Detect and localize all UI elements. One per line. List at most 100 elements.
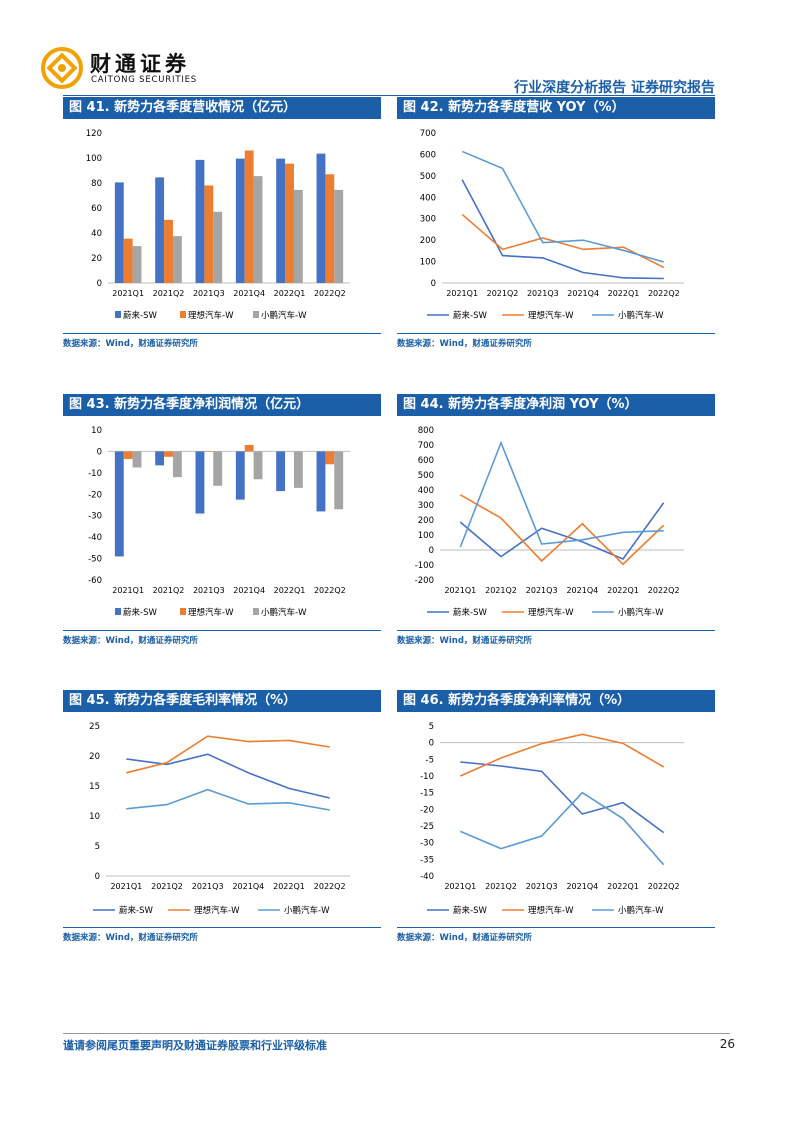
xpeng-bar [172,451,182,478]
y-tick-label: -40 [88,533,102,543]
xpeng-bar [253,176,263,283]
figure-44-title: 图 44. 新势力各季度净利润 YOY（%） [397,394,715,416]
x-tick-label: 2021Q4 [233,289,265,298]
nio-legend-label: 蔚来-SW [453,310,487,321]
figure-45-source-rule [63,927,381,928]
net-margin-line-chart: 5 0 -5 -10 -15 -20 -25 -30 -35 -40 2021Q1 2021Q2 202… [420,722,684,916]
disclaimer-link[interactable]: 谨请参阅尾页重要声明及财通证券股票和行业评级标准 [63,1039,327,1052]
x-tick-label: 2021Q1 [444,586,476,595]
y-tick-label: 600 [418,456,434,466]
x-tick-label: 2021Q4 [232,882,264,891]
report-type-label: 行业深度分析报告 证券研究报告 [514,80,715,96]
x-tick-label: 2021Q2 [153,289,185,298]
y-tick-label: -200 [415,576,434,586]
x-tick-label: 2021Q3 [192,882,224,891]
y-tick-label: -10 [420,772,434,782]
li-auto-legend-swatch [180,311,186,318]
y-tick-label: 500 [418,471,434,481]
x-tick-label: 2022Q1 [607,586,639,595]
y-tick-label: -10 [88,469,102,479]
x-tick-label: 2021Q3 [526,882,558,891]
y-tick-label: -30 [420,839,434,849]
x-tick-label: 2021Q3 [193,289,225,298]
footer-divider [63,1033,730,1034]
x-tick-label: 2022Q1 [608,289,640,298]
y-tick-label: 0 [95,872,100,882]
xpeng-legend-label: 小鹏汽车-W [618,607,664,618]
x-tick-label: 2021Q2 [485,882,517,891]
gross-margin-line-chart: 25 20 15 10 5 0 2021Q1 2021Q2 2021Q3 2021Q4 2022Q1… [89,722,350,916]
figure-41-panel: 图 41. 新势力各季度营收情况（亿元） 0 20 40 60 80 100 120 2021… [63,97,381,352]
nio-bar [235,451,245,500]
net-profit-yoy-line-chart: 800 700 600 500 400 300 200 100 0 -100 -200 2021Q1 2… [415,426,684,618]
y-tick-label: 200 [418,516,434,526]
revenue-yoy-line-chart: 0 100 200 300 400 500 600 700 2021Q1 2021Q2 2021Q3… [420,129,684,321]
nio-bar [316,451,326,512]
li-auto-legend-label: 理想汽车-W [528,310,574,321]
li-auto-bar [164,451,173,457]
xpeng-bar [213,211,223,283]
xpeng-bar [132,246,142,283]
y-tick-label: -15 [420,789,434,799]
y-tick-label: -100 [415,561,434,571]
x-tick-label: 2022Q2 [648,882,680,891]
nio-series-line [461,179,664,280]
figure-42-title: 图 42. 新势力各季度营收 YOY（%） [397,97,715,119]
nio-bar [155,451,165,466]
nio-legend-label: 蔚来-SW [123,607,157,618]
figure-42-source: 数据来源：Wind，财通证券研究所 [397,339,532,349]
xpeng-legend-label: 小鹏汽车-W [261,607,307,618]
figure-41-source: 数据来源：Wind，财通证券研究所 [63,339,198,349]
y-tick-label: -35 [420,855,434,865]
xpeng-series-line [459,440,664,548]
y-tick-label: 800 [418,426,434,436]
li-auto-legend-label: 理想汽车-W [528,607,574,618]
y-tick-label: 5 [429,722,434,732]
y-tick-label: -40 [420,872,434,882]
y-tick-label: 400 [418,486,434,496]
y-tick-label: -20 [88,490,102,500]
x-tick-label: 2021Q2 [153,586,185,595]
y-tick-label: 0 [429,739,434,749]
nio-legend-label: 蔚来-SW [123,310,157,321]
y-tick-label: -30 [88,512,102,522]
xpeng-legend-label: 小鹏汽车-W [618,905,664,916]
li-auto-bar [325,174,335,283]
x-tick-label: 2021Q2 [487,289,519,298]
x-tick-label: 2021Q1 [110,882,142,891]
y-tick-label: 0 [97,447,102,457]
figure-46-title: 图 46. 新势力各季度净利率情况（%） [397,690,715,712]
figure-43-panel: 图 43. 新势力各季度净利润情况（亿元） 10 0 -10 -20 -30 -40 -50… [63,394,381,649]
figure-46-source-rule [397,927,715,928]
x-tick-label: 2021Q2 [485,586,517,595]
li-auto-legend-swatch [180,608,186,615]
xpeng-bar [293,451,303,488]
xpeng-legend-label: 小鹏汽车-W [261,310,307,321]
li-auto-bar [123,451,133,459]
y-tick-label: 80 [91,179,102,189]
nio-series-line [459,502,665,560]
x-tick-label: 2021Q1 [112,586,144,595]
li-auto-bar [123,238,133,283]
li-auto-legend-label: 理想汽车-W [188,310,234,321]
li-auto-bar [325,451,335,465]
nio-bar [276,158,286,283]
y-tick-label: 700 [418,441,434,451]
figure-41-title: 图 41. 新势力各季度营收情况（亿元） [63,97,381,119]
x-tick-label: 2021Q1 [444,882,476,891]
nio-legend-swatch [115,311,121,318]
x-tick-label: 2021Q4 [566,586,598,595]
logo-english-name: CAITONG SECURITIES [91,75,197,85]
page-number: 26 [719,1037,735,1051]
y-tick-label: 300 [420,215,436,225]
figure-43-source-rule [63,630,381,631]
xpeng-series-line [461,150,665,263]
nio-series-line [460,761,665,834]
y-tick-label: 20 [91,254,102,264]
xpeng-bar [213,451,223,486]
figure-43-source: 数据来源：Wind，财通证券研究所 [63,636,198,646]
y-tick-label: 120 [86,129,102,139]
x-tick-label: 2021Q3 [527,289,559,298]
y-tick-label: 500 [420,172,436,182]
xpeng-bar [253,451,263,480]
